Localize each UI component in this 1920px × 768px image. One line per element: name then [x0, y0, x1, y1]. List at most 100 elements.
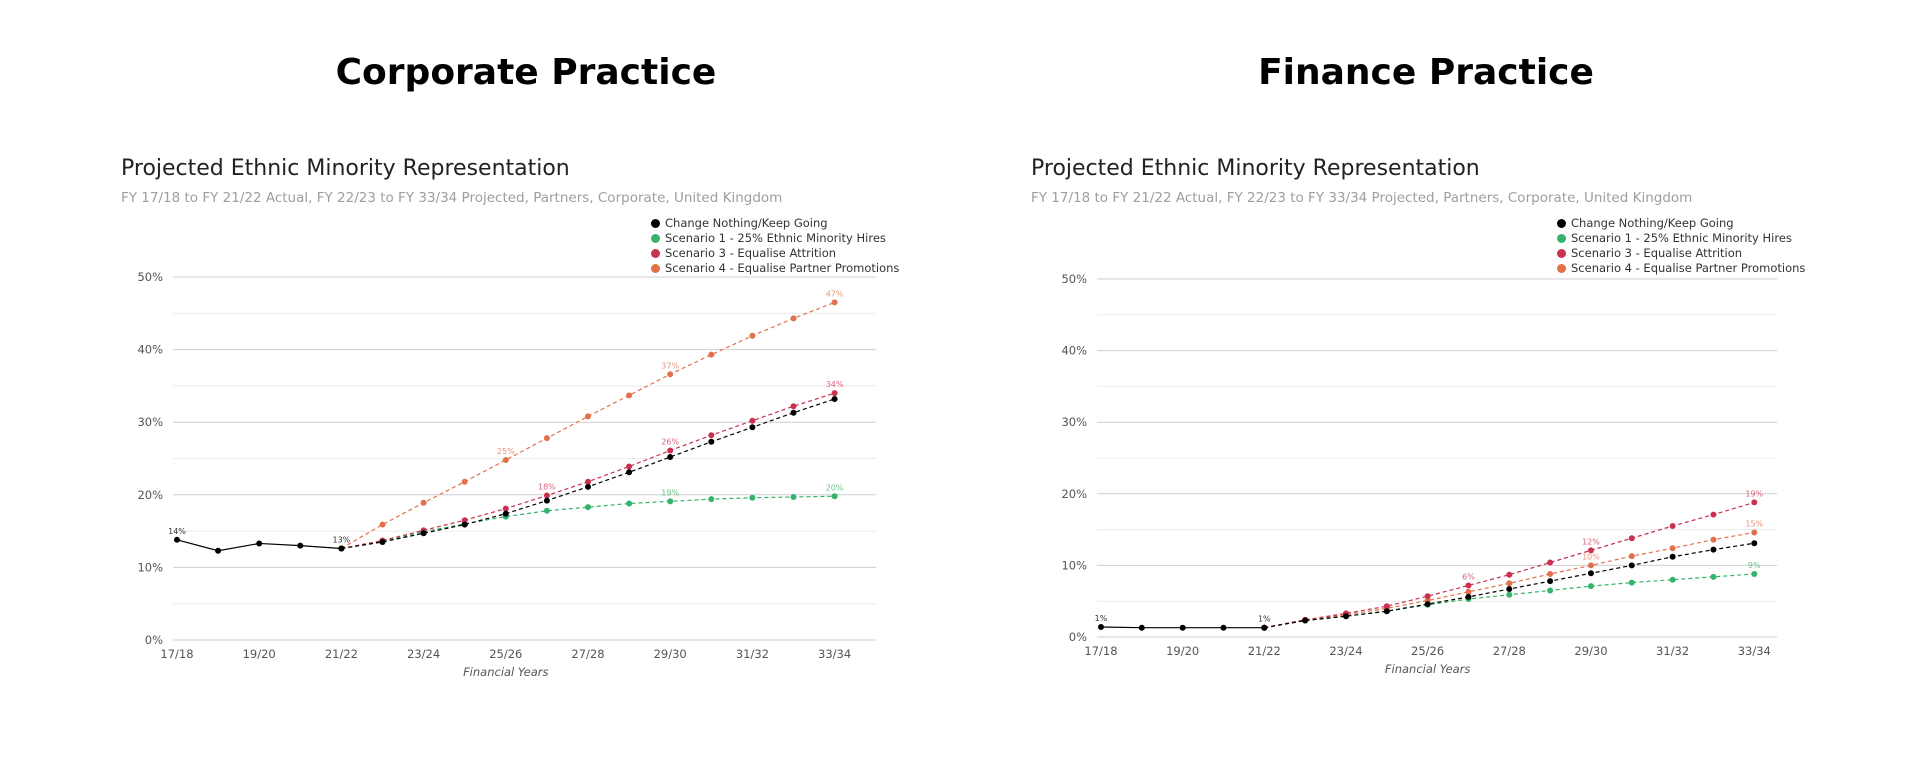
- data-point: [749, 332, 756, 339]
- data-label: 12%: [1582, 537, 1600, 546]
- legend-dot: [1557, 264, 1566, 273]
- data-point: [1751, 529, 1758, 536]
- data-label: 47%: [826, 289, 844, 298]
- legend-label: Change Nothing/Keep Going: [665, 216, 828, 230]
- data-point: [1506, 586, 1513, 593]
- data-point: [543, 435, 550, 442]
- y-tick-label: 20%: [137, 488, 163, 502]
- data-point: [1669, 576, 1676, 583]
- x-tick-label: 27/28: [571, 647, 604, 661]
- legend-dot: [1557, 219, 1566, 228]
- data-label: 18%: [538, 483, 556, 492]
- x-tick-label: 19/20: [1166, 644, 1199, 658]
- data-point: [502, 456, 509, 463]
- y-tick-label: 10%: [137, 560, 163, 574]
- data-point: [1669, 523, 1676, 530]
- data-point: [626, 392, 633, 399]
- x-tick-label: 23/24: [1329, 644, 1362, 658]
- data-point: [1138, 624, 1145, 631]
- data-point: [626, 463, 633, 470]
- data-point: [1506, 571, 1513, 578]
- x-tick-label: 25/26: [1411, 644, 1444, 658]
- y-tick-label: 40%: [1061, 344, 1087, 358]
- data-point: [1710, 511, 1717, 518]
- data-point: [749, 424, 756, 431]
- legend-item: Scenario 1 - 25% Ethnic Minority Hires: [1557, 231, 1805, 246]
- legend-dot: [1557, 234, 1566, 243]
- data-point: [1669, 553, 1676, 560]
- data-point: [708, 351, 715, 358]
- series-line: [341, 301, 835, 550]
- legend-dot: [651, 219, 660, 228]
- data-label: 1%: [1258, 615, 1271, 624]
- data-label: 26%: [661, 438, 679, 447]
- data-point: [790, 493, 797, 500]
- data-point: [461, 521, 468, 528]
- data-point: [1710, 536, 1717, 543]
- chart-title: Projected Ethnic Minority Representation: [1031, 156, 1480, 181]
- data-point: [1220, 624, 1227, 631]
- data-point: [543, 497, 550, 504]
- data-point: [1506, 580, 1513, 587]
- legend-item: Change Nothing/Keep Going: [1557, 216, 1805, 231]
- data-label: 25%: [497, 447, 515, 456]
- practice-title-finance: Finance Practice: [1258, 52, 1594, 93]
- data-point: [1424, 601, 1431, 608]
- data-point: [749, 494, 756, 501]
- data-point: [1465, 593, 1472, 600]
- data-point: [1751, 499, 1758, 506]
- legend-label: Change Nothing/Keep Going: [1571, 216, 1734, 230]
- legend-dot: [651, 264, 660, 273]
- data-point: [1465, 582, 1472, 589]
- data-point: [708, 438, 715, 445]
- data-label: 19%: [661, 488, 679, 497]
- legend-label: Scenario 1 - 25% Ethnic Minority Hires: [665, 231, 886, 245]
- data-point: [1547, 570, 1554, 577]
- x-tick-label: 31/32: [736, 647, 769, 661]
- data-label: 15%: [1745, 519, 1763, 528]
- data-point: [1383, 608, 1390, 615]
- data-label: 6%: [1462, 572, 1475, 581]
- x-axis-title: Financial Years: [1385, 662, 1470, 676]
- data-point: [790, 315, 797, 322]
- legend-item: Scenario 4 - Equalise Partner Promotions: [651, 261, 899, 276]
- data-label: 13%: [333, 536, 351, 545]
- data-label: 14%: [168, 527, 186, 536]
- data-label: 1%: [1095, 614, 1108, 623]
- x-tick-label: 33/34: [818, 647, 851, 661]
- data-point: [1710, 546, 1717, 553]
- data-point: [1751, 570, 1758, 577]
- data-point: [790, 403, 797, 410]
- legend-label: Scenario 4 - Equalise Partner Promotions: [1571, 261, 1806, 275]
- data-point: [667, 447, 674, 454]
- data-point: [1710, 573, 1717, 580]
- data-point: [256, 540, 263, 547]
- data-point: [174, 536, 180, 543]
- chart-subtitle: FY 17/18 to FY 21/22 Actual, FY 22/23 to…: [1031, 190, 1693, 206]
- data-point: [1342, 613, 1349, 620]
- x-tick-label: 27/28: [1493, 644, 1526, 658]
- data-point: [420, 530, 427, 537]
- y-tick-label: 20%: [1061, 487, 1087, 501]
- data-point: [1179, 624, 1186, 631]
- chart-subtitle: FY 17/18 to FY 21/22 Actual, FY 22/23 to…: [121, 190, 783, 206]
- x-tick-label: 33/34: [1738, 644, 1771, 658]
- data-point: [1628, 579, 1635, 586]
- y-tick-label: 30%: [137, 415, 163, 429]
- data-point: [1547, 578, 1554, 585]
- data-point: [1669, 545, 1676, 552]
- data-point: [1383, 603, 1390, 610]
- data-point: [338, 545, 345, 552]
- data-point: [215, 547, 222, 554]
- data-point: [585, 483, 591, 490]
- data-point: [502, 505, 509, 512]
- data-point: [1587, 562, 1594, 569]
- x-tick-label: 29/30: [1574, 644, 1607, 658]
- x-tick-label: 21/22: [1248, 644, 1281, 658]
- data-point: [379, 521, 386, 528]
- data-point: [1751, 540, 1758, 547]
- legend-label: Scenario 1 - 25% Ethnic Minority Hires: [1571, 231, 1792, 245]
- y-tick-label: 10%: [1061, 558, 1087, 572]
- data-point: [1628, 562, 1635, 569]
